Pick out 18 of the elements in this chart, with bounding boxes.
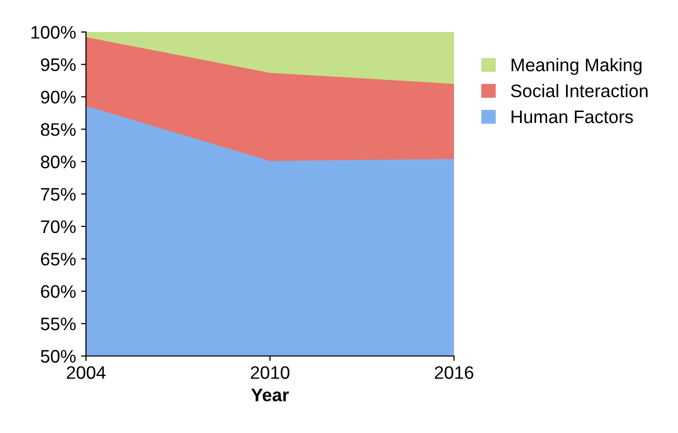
y-tick-label: 80%	[40, 156, 76, 168]
y-tick-label: 85%	[40, 123, 76, 136]
legend-label: Meaning Making	[512, 58, 642, 75]
y-tick-label: 65%	[41, 252, 76, 266]
y-tick-label: 75%	[41, 188, 76, 201]
y-tick-label: 100%	[31, 26, 76, 39]
y-tick-label: 55%	[40, 318, 76, 330]
y-tick-label: 60%	[41, 285, 76, 298]
x-tick-label: 2010	[250, 366, 290, 379]
legend-label: Human Factors	[512, 110, 633, 124]
legend-label: Social Interaction	[511, 84, 648, 98]
y-tick-label: 70%	[41, 220, 76, 234]
y-tick-label: 90%	[40, 90, 76, 104]
x-axis-title: Year	[251, 388, 289, 402]
x-tick-label: 2016	[434, 366, 474, 379]
y-tick-label: 95%	[40, 58, 76, 72]
y-tick-label: 50%	[40, 350, 76, 363]
x-tick-label: 2004	[66, 366, 106, 379]
